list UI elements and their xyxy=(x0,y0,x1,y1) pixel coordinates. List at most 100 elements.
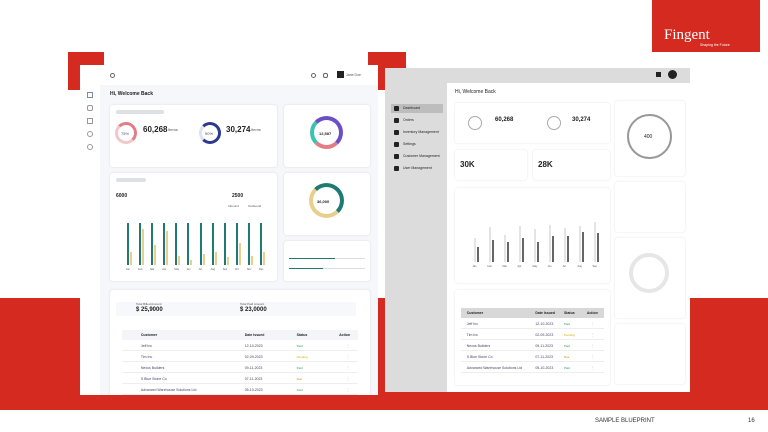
date-cell: 07-11-2023 xyxy=(244,377,263,381)
table-row[interactable]: S Blue Stone Co 07-11-2023 Due ⋮ xyxy=(122,374,358,384)
nav-label: User Management xyxy=(403,166,432,170)
column-header: Status xyxy=(563,311,575,315)
bar xyxy=(491,240,494,262)
status-badge: Pending xyxy=(563,333,575,337)
donut-card: 12,587 xyxy=(284,105,370,167)
more-icon[interactable]: ⋮ xyxy=(346,366,350,370)
table-row[interactable]: Nexus Builders 09-11-2023 Paid ⋮ xyxy=(122,363,358,373)
table-header: Customer Date Issued Status Action xyxy=(461,308,604,318)
bar xyxy=(187,223,190,265)
nav-icon xyxy=(394,142,399,147)
bar xyxy=(154,245,157,265)
x-tick-label: Apr xyxy=(162,268,167,271)
status-badge: Paid xyxy=(296,344,303,348)
brand-logo: Fingent Shaping the Future xyxy=(652,0,760,52)
more-icon[interactable]: ⋮ xyxy=(346,377,350,381)
sidebar xyxy=(80,65,100,395)
x-tick-label: Jul xyxy=(198,268,202,271)
orders-icon[interactable] xyxy=(87,105,93,111)
inventory-icon[interactable] xyxy=(87,118,93,124)
main: Hi, Welcome Back 60,268 30,274 30K 28K J… xyxy=(447,83,690,392)
bar xyxy=(199,223,202,265)
more-icon[interactable]: ⋮ xyxy=(346,388,350,392)
column-header: Date Issued xyxy=(244,333,265,337)
more-icon[interactable]: ⋮ xyxy=(346,344,350,348)
bar xyxy=(166,231,169,265)
bar xyxy=(250,255,253,265)
nav-item[interactable]: User Management xyxy=(391,164,443,173)
nav-item[interactable]: Inventory Management xyxy=(391,128,443,137)
date-cell: 12-10-2023 xyxy=(535,322,554,326)
settings-icon[interactable] xyxy=(87,144,93,150)
bar xyxy=(473,238,476,262)
avatar[interactable] xyxy=(668,70,677,79)
stats-card: 75% 60,268 Items 50% 30,274 Items xyxy=(110,105,277,167)
bar xyxy=(175,223,178,265)
status-badge: Pending xyxy=(296,355,308,359)
date-cell: 09-11-2023 xyxy=(535,344,554,348)
avatar[interactable] xyxy=(337,71,344,78)
nav-label: Orders xyxy=(403,118,414,122)
table-row[interactable]: Nexus Builders 09-11-2023 Paid ⋮ xyxy=(461,341,604,351)
column-header: Action xyxy=(339,333,350,337)
table-row[interactable]: Jeff Inc 12-10-2023 Paid ⋮ xyxy=(122,341,358,351)
table-row[interactable]: Tim Inc 02-09-2023 Pending ⋮ xyxy=(122,352,358,362)
search-icon[interactable] xyxy=(110,73,115,78)
gauge-card: 36,000 xyxy=(284,173,370,235)
bar xyxy=(506,241,509,262)
invoices-card: Total Billed Amount $ 25,9000 Total Paid… xyxy=(110,290,370,395)
bar xyxy=(247,223,250,265)
bar xyxy=(518,226,521,262)
user-menu[interactable]: Jane Doe xyxy=(346,73,361,77)
x-tick-label: Mar xyxy=(502,265,507,268)
x-tick-label: May xyxy=(174,268,180,271)
nav-icon xyxy=(394,154,399,159)
table-row[interactable]: Jeff Inc 12-10-2023 Paid ⋮ xyxy=(461,319,604,329)
more-icon[interactable]: ⋮ xyxy=(591,333,595,337)
bar xyxy=(536,241,539,262)
bar xyxy=(223,223,226,265)
table-row[interactable]: S Blue Stone Co 07-11-2023 Due ⋮ xyxy=(461,352,604,362)
bar xyxy=(142,228,145,265)
x-tick-label: Aug xyxy=(577,265,582,268)
date-cell: 02-09-2023 xyxy=(244,355,263,359)
user-icon[interactable] xyxy=(87,131,93,137)
column-header: Action xyxy=(586,311,598,315)
nav-item[interactable]: Orders xyxy=(391,116,443,125)
nav-item[interactable]: Dashboard xyxy=(391,104,443,113)
more-icon[interactable]: ⋮ xyxy=(346,355,350,359)
notification-icon[interactable] xyxy=(656,72,661,77)
dashboard-icon[interactable] xyxy=(87,92,93,98)
nav-item[interactable]: Settings xyxy=(391,140,443,149)
bar xyxy=(593,221,596,262)
bar xyxy=(238,243,241,265)
page-title: Hi, Welcome Back xyxy=(110,91,153,97)
bar xyxy=(596,232,599,262)
orders-card: Customer Date Issued Status Action Jeff Inc 1… xyxy=(455,290,610,385)
more-icon[interactable]: ⋮ xyxy=(591,322,595,326)
bell-icon[interactable] xyxy=(323,73,328,78)
more-icon[interactable]: ⋮ xyxy=(591,355,595,359)
customer-cell: S Blue Stone Co xyxy=(140,377,167,381)
customer-cell: Nexus Builders xyxy=(466,344,491,348)
left-dashboard: Jane Doe Hi, Welcome Back 75% 60,268 Ite… xyxy=(80,65,378,395)
page-title: Hi, Welcome Back xyxy=(455,89,496,95)
help-icon[interactable] xyxy=(311,73,316,78)
nav-item[interactable]: Customer Management xyxy=(391,152,443,161)
x-tick-label: Aug xyxy=(210,268,216,271)
bar xyxy=(127,223,130,265)
page-number: 16 xyxy=(748,418,755,424)
table-row[interactable]: Advanced Warehouse Solutions Ltd 05-10-20… xyxy=(461,363,604,373)
bar xyxy=(566,235,569,262)
table-row[interactable]: Tim Inc 02-09-2023 Pending ⋮ xyxy=(461,330,604,340)
customer-cell: Advanced Warehouse Solutions Ltd xyxy=(466,366,523,370)
bar xyxy=(190,259,193,265)
bar xyxy=(503,234,506,262)
customer-cell: Tim Inc xyxy=(140,355,153,359)
orders-table: Customer Date Issued Status Action Jeff Inc 1… xyxy=(455,308,610,378)
more-icon[interactable]: ⋮ xyxy=(591,366,595,370)
table-row[interactable]: Advanced Warehouse Solutions Ltd 05-10-20… xyxy=(122,385,358,395)
more-icon[interactable]: ⋮ xyxy=(591,344,595,348)
column-header: Date Issued xyxy=(535,311,556,315)
x-tick-label: Jun xyxy=(547,265,552,268)
